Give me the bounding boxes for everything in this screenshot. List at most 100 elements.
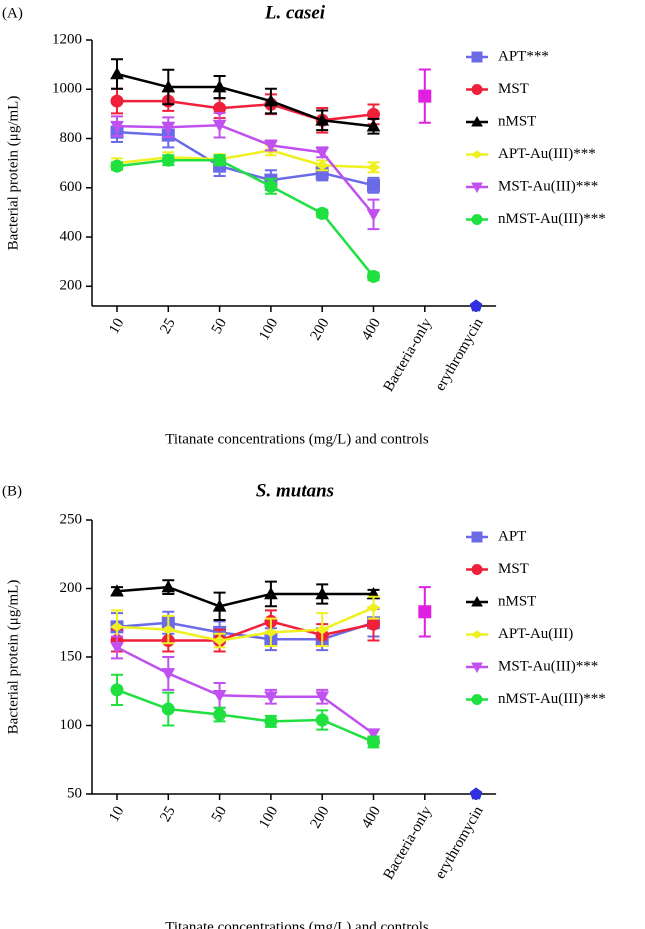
x-tick-label: 400 xyxy=(359,316,384,343)
legend-label: APT xyxy=(498,528,526,544)
data-point xyxy=(367,178,380,192)
x-tick-label: Bacteria-only xyxy=(381,803,436,882)
legend-marker xyxy=(471,150,483,159)
y-tick-label: 1000 xyxy=(52,81,82,97)
x-tick-label: 50 xyxy=(209,804,230,825)
data-point xyxy=(161,153,175,167)
data-point xyxy=(367,617,380,631)
legend-label: nMST xyxy=(498,113,536,129)
data-point xyxy=(366,602,381,613)
data-point xyxy=(366,119,381,132)
data-point xyxy=(161,121,176,135)
x-tick-label: 200 xyxy=(308,804,333,831)
series-line xyxy=(116,688,374,744)
data-point xyxy=(315,113,330,126)
x-axis-label: Titanate concentrations (mg/L) and contr… xyxy=(165,431,429,447)
legend-marker xyxy=(471,564,483,575)
legend-marker xyxy=(471,84,483,95)
data-point xyxy=(110,94,124,108)
data-point xyxy=(264,691,278,704)
data-point xyxy=(110,584,124,597)
legend-label: nMST-Au(III)*** xyxy=(498,691,606,707)
legend-label: nMST-Au(III)*** xyxy=(498,211,606,227)
data-point xyxy=(212,690,227,703)
y-tick-label: 250 xyxy=(60,511,83,527)
data-point xyxy=(212,119,227,133)
data-point xyxy=(161,580,176,593)
y-tick-label: 200 xyxy=(60,580,83,596)
x-tick-label: 100 xyxy=(256,804,281,831)
x-tick-label: erythromycin xyxy=(432,315,487,393)
data-point xyxy=(315,624,330,635)
data-point xyxy=(213,708,227,722)
legend-label: MST-Au(III)*** xyxy=(498,658,598,674)
x-tick-label: Bacteria-only xyxy=(381,315,436,394)
series-line xyxy=(117,99,374,122)
legend-marker xyxy=(471,115,483,127)
data-point xyxy=(315,691,330,704)
x-tick-label: 50 xyxy=(209,316,230,337)
data-point xyxy=(367,269,380,283)
x-tick-label: 200 xyxy=(308,316,333,343)
legend-marker xyxy=(471,595,483,607)
legend-marker xyxy=(471,694,483,705)
x-axis-label: Titanate concentrations (mg/L) and contr… xyxy=(165,919,429,929)
series-line xyxy=(116,585,374,608)
y-tick-label: 50 xyxy=(67,785,82,801)
chart-title: S. mutans xyxy=(256,480,334,501)
data-point xyxy=(212,599,227,612)
control-point xyxy=(418,605,432,619)
data-point xyxy=(315,206,329,220)
x-tick-label: 25 xyxy=(157,316,178,337)
data-point xyxy=(366,209,381,222)
data-point xyxy=(264,140,278,153)
data-point xyxy=(212,80,227,93)
legend-label: APT-Au(III)*** xyxy=(498,146,596,162)
series-line xyxy=(116,123,375,216)
series-line xyxy=(117,620,374,642)
y-tick-label: 150 xyxy=(60,648,83,664)
legend-label: APT*** xyxy=(498,48,549,64)
x-tick-label: 100 xyxy=(256,316,281,343)
legend-marker xyxy=(471,662,483,674)
legend-marker xyxy=(471,182,483,194)
data-point xyxy=(212,635,227,646)
data-point xyxy=(110,642,124,655)
legend-marker xyxy=(471,630,483,639)
series-line xyxy=(116,646,375,735)
data-point xyxy=(315,586,330,600)
data-point xyxy=(161,702,175,716)
y-tick-label: 800 xyxy=(60,130,83,146)
series-line xyxy=(116,606,374,642)
panel-label: (B) xyxy=(2,483,22,499)
data-point xyxy=(264,714,278,728)
control-point xyxy=(418,89,432,103)
legend-label: MST xyxy=(498,81,529,97)
data-point xyxy=(110,622,124,632)
legend-marker xyxy=(471,214,483,225)
y-axis-label: Bacterial protein (μg/mL) xyxy=(5,580,21,735)
x-tick-label: 25 xyxy=(157,804,178,825)
data-point xyxy=(110,66,124,80)
series-line xyxy=(116,72,374,128)
data-point xyxy=(315,160,330,171)
data-point xyxy=(110,683,124,697)
data-point xyxy=(161,80,176,93)
data-point xyxy=(264,586,278,600)
y-tick-label: 400 xyxy=(60,228,83,244)
data-point xyxy=(264,627,278,638)
legend-label: MST-Au(III)*** xyxy=(498,178,598,194)
series-line xyxy=(116,149,374,169)
data-point xyxy=(315,713,329,727)
legend-marker xyxy=(471,51,483,63)
data-point xyxy=(161,668,176,681)
y-tick-label: 1200 xyxy=(52,31,82,47)
legend-label: nMST xyxy=(498,593,536,609)
y-axis-label: Bacterial protein (μg/mL) xyxy=(5,96,21,251)
legend-marker xyxy=(471,531,483,543)
x-tick-label: erythromycin xyxy=(432,803,487,881)
data-point xyxy=(110,120,124,134)
chart-title: L. casei xyxy=(264,2,326,23)
legend-label: APT-Au(III) xyxy=(498,626,573,642)
